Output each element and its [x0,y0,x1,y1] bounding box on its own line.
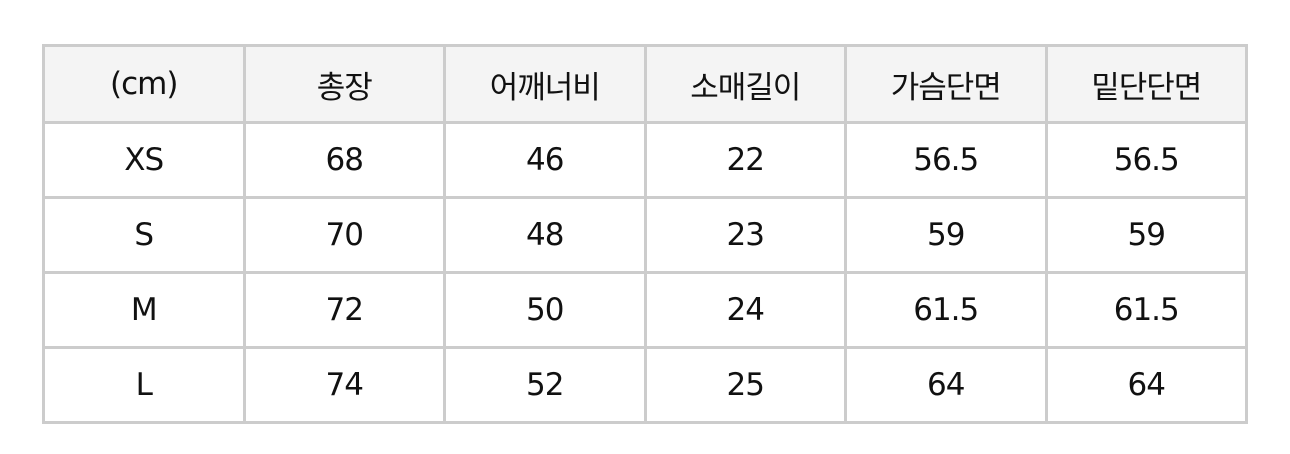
header-row: (cm) 총장 어깨너비 소매길이 가슴단면 밑단단면 [42,44,1248,124]
measurement-cell: 61.5 [1044,271,1248,349]
header-chest-width: 가슴단면 [844,44,1048,124]
measurement-cell: 61.5 [844,271,1048,349]
table-row: XS 68 46 22 56.5 56.5 [42,121,1248,199]
measurement-cell: 22 [643,121,847,199]
measurement-cell: 46 [443,121,647,199]
header-total-length: 총장 [242,44,446,124]
measurement-cell: 56.5 [844,121,1048,199]
size-label-cell: M [42,271,246,349]
measurement-cell: 56.5 [1044,121,1248,199]
measurement-cell: 64 [1044,346,1248,424]
measurement-cell: 24 [643,271,847,349]
size-chart-table: (cm) 총장 어깨너비 소매길이 가슴단면 밑단단면 XS 68 46 22 56.5… [42,44,1248,424]
measurement-cell: 50 [443,271,647,349]
measurement-cell: 23 [643,196,847,274]
size-label-cell: L [42,346,246,424]
header-sleeve-length: 소매길이 [643,44,847,124]
size-label-cell: S [42,196,246,274]
header-unit: (cm) [42,44,246,124]
size-label-cell: XS [42,121,246,199]
measurement-cell: 59 [1044,196,1248,274]
measurement-cell: 64 [844,346,1048,424]
header-hem-width: 밑단단면 [1044,44,1248,124]
measurement-cell: 52 [443,346,647,424]
header-shoulder-width: 어깨너비 [443,44,647,124]
table-row: M 72 50 24 61.5 61.5 [42,271,1248,349]
measurement-cell: 25 [643,346,847,424]
measurement-cell: 70 [242,196,446,274]
table-row: S 70 48 23 59 59 [42,196,1248,274]
measurement-cell: 48 [443,196,647,274]
measurement-cell: 59 [844,196,1048,274]
measurement-cell: 72 [242,271,446,349]
measurement-cell: 68 [242,121,446,199]
table-row: L 74 52 25 64 64 [42,346,1248,424]
measurement-cell: 74 [242,346,446,424]
